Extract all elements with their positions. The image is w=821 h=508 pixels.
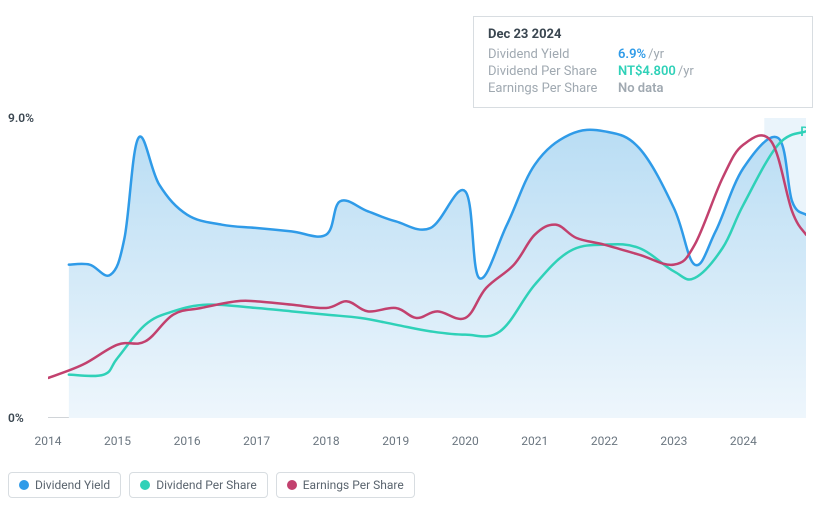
tooltip-row: Earnings Per Share No data (488, 80, 798, 97)
chart-tooltip: Dec 23 2024 Dividend Yield 6.9% /yr Divi… (473, 16, 813, 108)
x-axis-tick: 2018 (313, 434, 340, 448)
x-axis-tick: 2017 (243, 434, 270, 448)
legend-item-dividend-per-share[interactable]: Dividend Per Share (129, 472, 268, 498)
legend-swatch (287, 480, 297, 490)
tooltip-label: Dividend Yield (488, 47, 618, 62)
y-axis-label-min: 0% (8, 411, 24, 425)
legend: Dividend Yield Dividend Per Share Earnin… (8, 472, 415, 498)
tooltip-date: Dec 23 2024 (488, 27, 798, 42)
x-axis-tick: 2021 (521, 434, 548, 448)
tooltip-row: Dividend Per Share NT$4.800 /yr (488, 63, 798, 80)
x-axis-tick: 2015 (104, 434, 131, 448)
x-axis-tick: 2022 (591, 434, 618, 448)
x-axis: 2014201520162017201820192020202120222023… (48, 434, 806, 450)
svg-text:Past: Past (800, 125, 806, 140)
legend-swatch (19, 480, 29, 490)
x-axis-tick: 2020 (452, 434, 479, 448)
tooltip-label: Dividend Per Share (488, 64, 618, 79)
legend-item-earnings-per-share[interactable]: Earnings Per Share (276, 472, 415, 498)
x-axis-tick: 2023 (660, 434, 687, 448)
plot-area[interactable]: Past (48, 118, 806, 418)
legend-swatch (140, 480, 150, 490)
dividend-chart: Dec 23 2024 Dividend Yield 6.9% /yr Divi… (8, 8, 813, 498)
legend-label: Dividend Per Share (156, 478, 257, 492)
tooltip-value: No data (618, 81, 663, 96)
x-axis-tick: 2019 (382, 434, 409, 448)
legend-item-dividend-yield[interactable]: Dividend Yield (8, 472, 121, 498)
x-axis-tick: 2024 (730, 434, 757, 448)
legend-label: Earnings Per Share (303, 478, 404, 492)
tooltip-suffix: /yr (648, 47, 664, 62)
tooltip-label: Earnings Per Share (488, 81, 618, 96)
y-axis-label-max: 9.0% (8, 111, 34, 125)
tooltip-row: Dividend Yield 6.9% /yr (488, 46, 798, 63)
tooltip-suffix: /yr (678, 64, 694, 79)
legend-label: Dividend Yield (35, 478, 110, 492)
tooltip-value: NT$4.800 (618, 64, 676, 79)
x-axis-tick: 2016 (174, 434, 201, 448)
x-axis-tick: 2014 (35, 434, 62, 448)
tooltip-value: 6.9% (618, 47, 646, 62)
chart-svg: Past (48, 118, 806, 418)
